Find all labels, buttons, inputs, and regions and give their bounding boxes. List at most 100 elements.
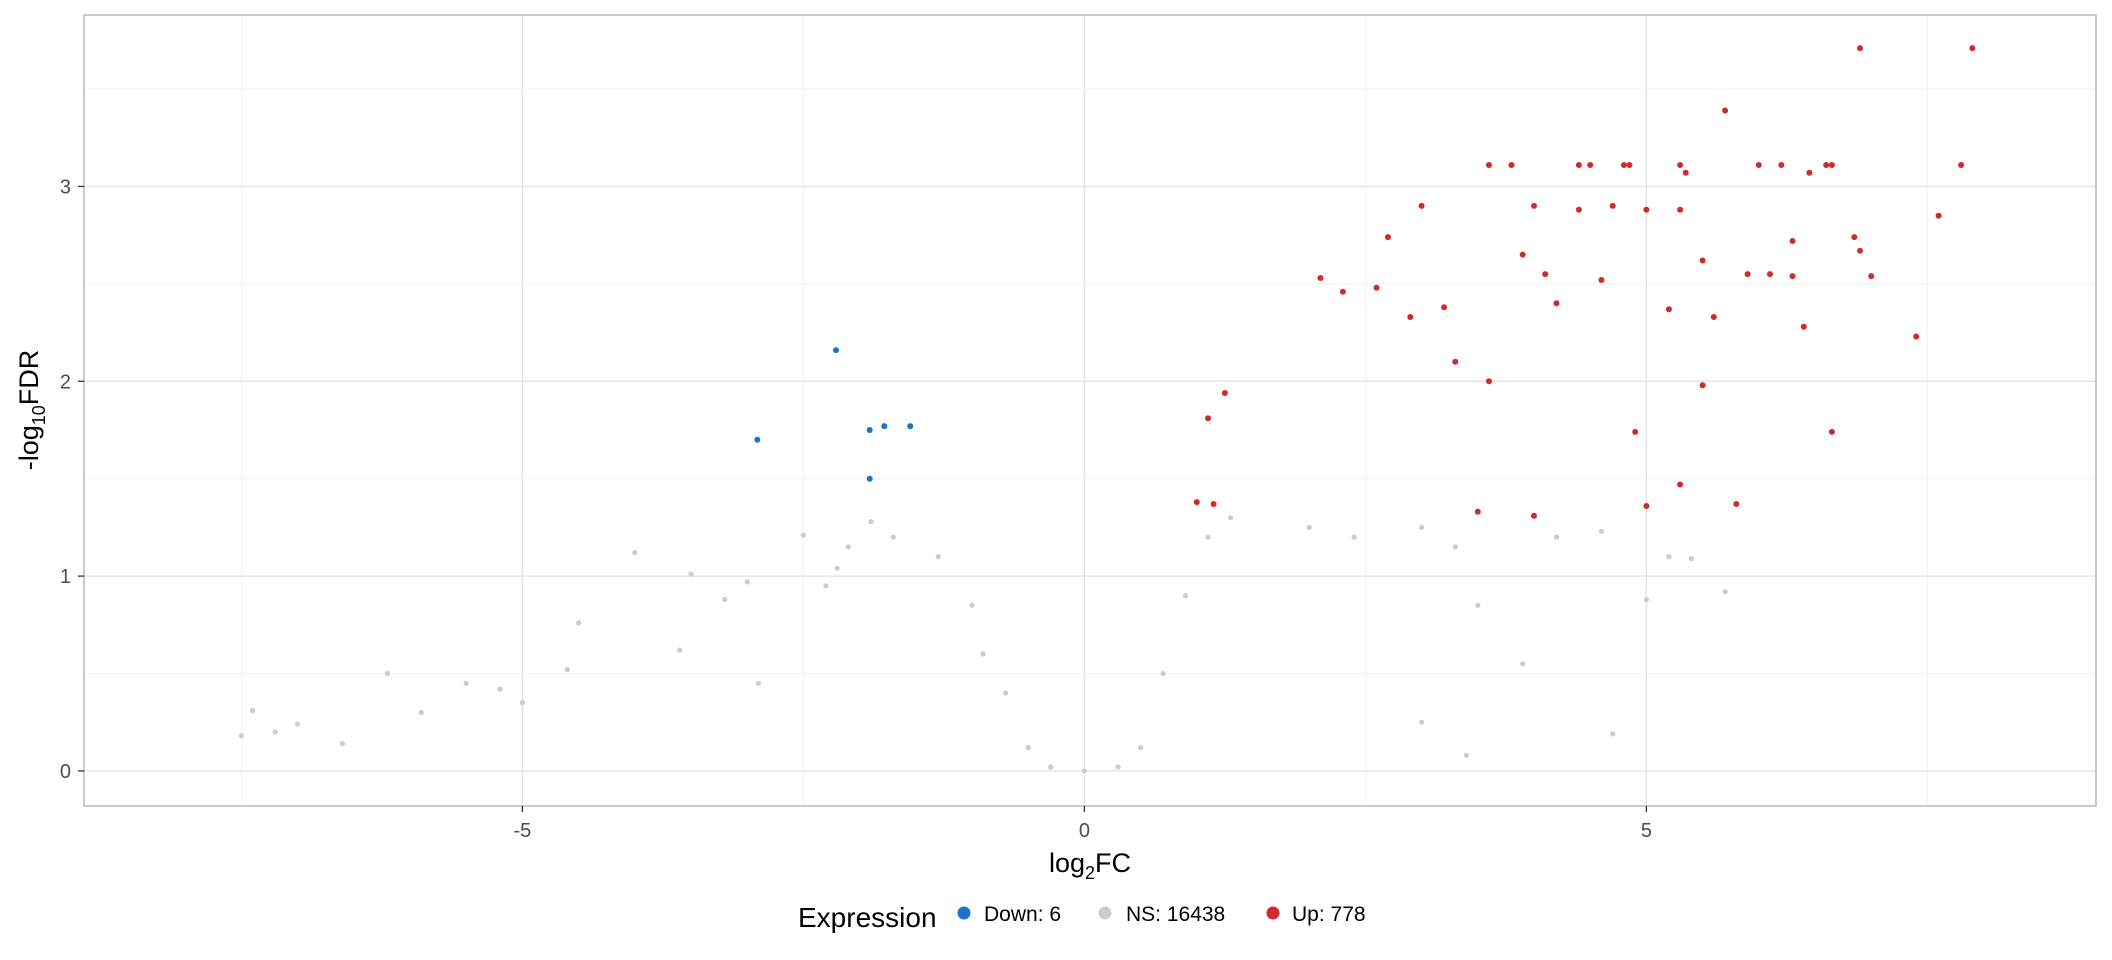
legend-ns-swatch [1098, 906, 1112, 920]
point-up [1677, 162, 1684, 168]
y-axis-title-prefix: -log [14, 425, 44, 470]
point-up [1823, 162, 1830, 168]
point-down [866, 427, 873, 433]
point-ns [1115, 764, 1121, 770]
grid-lines [84, 15, 2096, 806]
point-ns [800, 532, 807, 538]
point-up [1806, 169, 1813, 176]
point-ns [1610, 731, 1616, 737]
point-ns [722, 596, 728, 603]
point-ns [632, 550, 638, 556]
point-up [1699, 382, 1706, 389]
point-ns [250, 707, 256, 714]
point-up [1407, 314, 1414, 320]
point-ns [890, 534, 896, 540]
point-down [833, 347, 839, 354]
x-axis-title-subscript: 2 [1085, 863, 1095, 883]
series-up [1193, 45, 1976, 519]
point-up [1575, 206, 1582, 213]
point-up [1486, 162, 1492, 168]
point-ns [1598, 528, 1604, 534]
x-tick-label: 0 [1079, 820, 1090, 842]
point-up [1373, 284, 1380, 291]
y-axis-title-subscript: 10 [29, 405, 49, 425]
point-ns [868, 519, 874, 525]
y-axis-title-suffix: FDR [14, 350, 44, 406]
point-up [1868, 273, 1875, 280]
point-ns [744, 579, 750, 585]
point-up [1722, 107, 1729, 114]
point-ns [1475, 602, 1481, 608]
point-up [1851, 234, 1858, 241]
point-up [1474, 508, 1481, 515]
point-down [907, 423, 914, 430]
axis-labels: -5 0 5 0 1 2 3 [60, 176, 1652, 842]
point-up [1339, 288, 1346, 295]
point-ns [576, 620, 582, 626]
point-ns [497, 686, 503, 692]
point-ns [295, 721, 301, 727]
plot-background [84, 15, 2096, 806]
series-ns [238, 515, 1728, 774]
point-up [1632, 428, 1639, 435]
point-up [1384, 234, 1391, 241]
x-axis-title-suffix: FC [1095, 848, 1131, 878]
point-up [1913, 333, 1920, 340]
point-ns [1160, 670, 1166, 677]
point-ns [384, 670, 391, 677]
point-ns [1643, 596, 1649, 603]
point-ns [463, 680, 469, 686]
point-ns [1138, 745, 1144, 751]
point-ns [823, 583, 829, 589]
point-up [1575, 162, 1582, 168]
point-up [1800, 323, 1807, 330]
point-up [1620, 162, 1627, 168]
point-up [1452, 358, 1459, 365]
point-ns [519, 700, 526, 706]
point-ns [1553, 534, 1560, 540]
point-up [1969, 45, 1976, 52]
point-up [1710, 314, 1717, 320]
point-ns [677, 647, 683, 653]
point-ns [1520, 661, 1526, 667]
point-up [1193, 499, 1200, 506]
point-up [1733, 501, 1740, 507]
point-ns [564, 667, 570, 673]
y-tick-label: 2 [60, 371, 71, 393]
point-up [1598, 277, 1605, 283]
point-up [1958, 162, 1965, 168]
point-ns [935, 554, 941, 560]
point-ns [1419, 524, 1425, 531]
point-ns [1048, 764, 1054, 770]
point-up [1205, 415, 1211, 422]
point-up [1755, 162, 1762, 168]
point-ns [1351, 534, 1357, 540]
point-up [1699, 257, 1706, 264]
point-up [1486, 378, 1492, 385]
legend-down-swatch [957, 906, 971, 920]
point-ns [688, 571, 694, 577]
point-ns [1227, 515, 1234, 521]
legend-up-label: Up: 778 [1292, 903, 1366, 926]
point-up [1935, 212, 1942, 219]
point-ns [1666, 554, 1672, 560]
point-up [1210, 501, 1217, 507]
point-up [1857, 247, 1863, 254]
point-ns [1688, 556, 1694, 562]
point-up [1643, 503, 1650, 509]
point-up [1553, 300, 1560, 307]
y-axis-title: -log10FDR [14, 350, 49, 471]
point-ns [1081, 768, 1087, 774]
y-tick-label: 1 [60, 566, 71, 588]
series-down [754, 347, 914, 482]
point-ns [845, 544, 851, 550]
point-up [1677, 206, 1684, 213]
y-tick-label: 3 [60, 176, 71, 198]
legend-ns-label: NS: 16438 [1126, 903, 1225, 926]
x-tick-label: -5 [513, 820, 531, 842]
point-up [1828, 428, 1835, 435]
point-ns [339, 741, 346, 747]
point-up [1778, 162, 1785, 168]
x-axis-title: log2FC [1049, 848, 1131, 883]
